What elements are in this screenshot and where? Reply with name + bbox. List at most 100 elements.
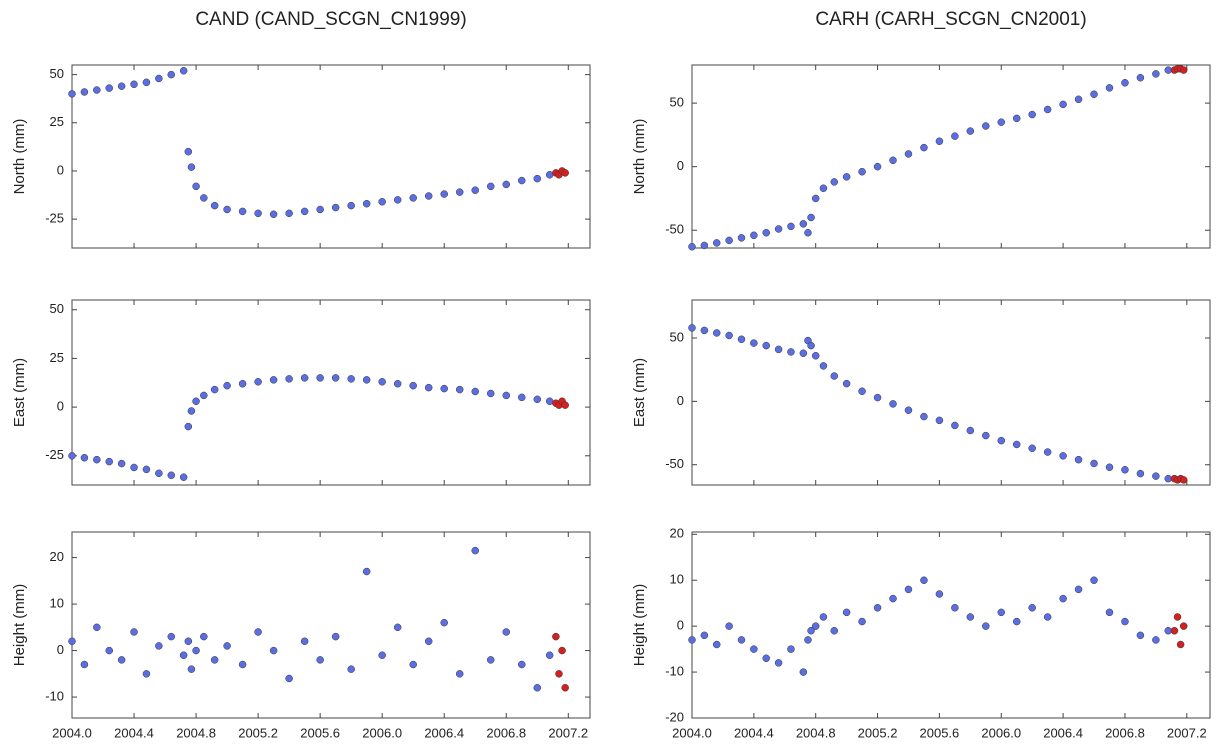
data-point [184, 147, 193, 156]
plot-frame [691, 64, 1211, 249]
data-point [347, 665, 355, 673]
data-point [1152, 70, 1160, 78]
data-point [1028, 604, 1036, 612]
data-point [409, 194, 417, 202]
data-point [238, 379, 247, 388]
data-point [1170, 626, 1179, 635]
data-point [285, 674, 293, 683]
data-point [393, 623, 402, 632]
data-point [935, 416, 944, 425]
data-point [737, 636, 746, 644]
data-point [737, 335, 746, 344]
data-point [393, 379, 402, 388]
data-point [1121, 617, 1129, 626]
y-tick-label: 0 [57, 162, 64, 177]
chart-title: CAND (CAND_SCGN_CN1999) [195, 9, 466, 30]
data-point [179, 67, 188, 75]
data-point [1176, 640, 1185, 649]
data-point [486, 182, 495, 191]
data-point [192, 646, 200, 655]
data-point [155, 74, 163, 83]
data-point [502, 628, 511, 636]
data-point [889, 156, 897, 165]
data-point [238, 207, 247, 216]
data-point [167, 471, 176, 480]
data-point [167, 70, 176, 79]
data-point [424, 192, 433, 200]
y-axis-label: Height (mm) [11, 584, 28, 667]
data-point [440, 384, 448, 393]
data-point [130, 80, 138, 89]
y-tick-label: 50 [670, 329, 684, 344]
x-tick-label: 2004.4 [734, 725, 774, 740]
x-tick-label: 2005.6 [920, 725, 960, 740]
data-point [700, 326, 709, 335]
data-point [331, 374, 340, 382]
y-tick-label: 10 [670, 572, 684, 587]
data-point [1012, 440, 1021, 449]
x-tick-label: 2006.4 [424, 725, 464, 740]
y-axis-label: North (mm) [11, 119, 28, 195]
data-point [982, 622, 990, 630]
data-point [966, 426, 975, 435]
data-point [762, 341, 770, 350]
data-point [688, 242, 696, 251]
data-point [873, 162, 882, 171]
data-point [545, 397, 554, 406]
data-point [424, 637, 433, 646]
data-point [200, 194, 208, 202]
data-point [811, 352, 820, 360]
y-axis-label: East (mm) [631, 358, 648, 427]
y-tick-label: 25 [50, 114, 64, 129]
data-point [1121, 79, 1129, 87]
data-point [966, 127, 975, 135]
x-tick-label: 2006.0 [362, 725, 402, 740]
data-point [811, 622, 820, 630]
data-point [1012, 114, 1021, 123]
y-axis-label: North (mm) [631, 119, 648, 195]
data-point [455, 670, 464, 678]
data-point [117, 459, 126, 468]
data-point [192, 397, 200, 406]
data-point [424, 383, 433, 392]
data-point [1074, 585, 1083, 594]
data-point [561, 169, 569, 177]
data-point [750, 231, 758, 240]
data-point [142, 465, 151, 474]
data-point [254, 628, 262, 636]
data-point [455, 385, 464, 394]
data-point [440, 618, 448, 627]
data-point [774, 659, 783, 667]
data-point [393, 196, 402, 204]
y-tick-label: -10 [45, 689, 64, 704]
data-point [558, 646, 566, 655]
data-point [858, 168, 866, 176]
x-tick-label: 2006.8 [1105, 725, 1145, 740]
data-point [819, 362, 828, 370]
data-point [982, 122, 990, 130]
data-point [762, 654, 770, 663]
y-tick-label: -50 [665, 222, 684, 237]
x-tick-label: 2004.0 [672, 725, 712, 740]
data-point [1152, 472, 1160, 480]
data-point [80, 453, 89, 462]
data-point [533, 395, 542, 404]
data-point [93, 623, 101, 632]
data-point [331, 203, 340, 212]
data-point [105, 84, 113, 92]
data-point [889, 400, 897, 408]
data-point [700, 631, 709, 640]
data-point [440, 190, 448, 198]
data-point [725, 331, 733, 340]
y-tick-label: -25 [45, 211, 64, 226]
data-point [935, 137, 944, 145]
data-point [378, 651, 386, 659]
data-point [362, 567, 371, 576]
data-point [486, 656, 495, 664]
data-point [518, 176, 526, 185]
y-tick-label: -20 [665, 709, 684, 724]
data-point [819, 613, 828, 621]
data-point [105, 457, 113, 466]
data-point [223, 205, 231, 214]
